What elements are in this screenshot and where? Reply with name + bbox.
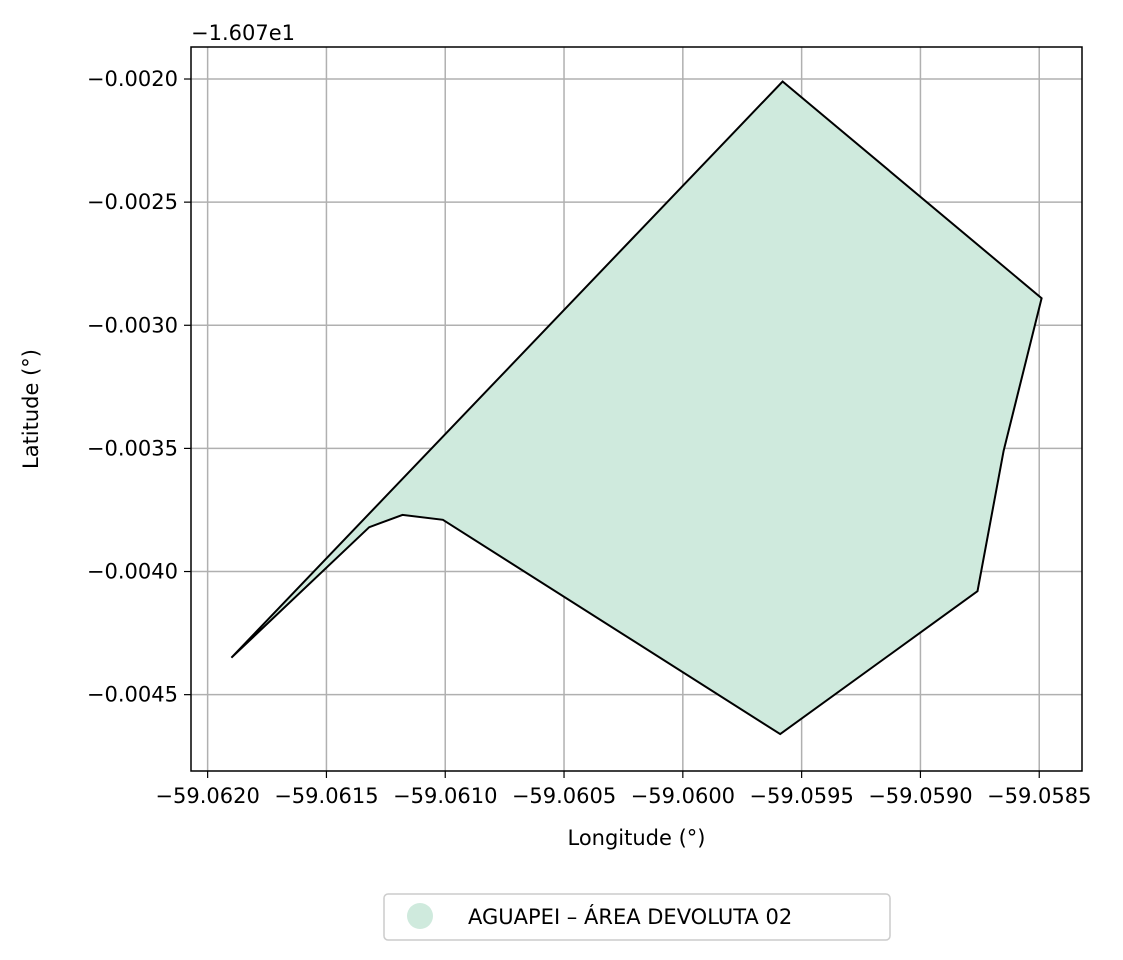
y-tick-labels: −0.0020 −0.0025 −0.0030 −0.0035 −0.0040 −0.00… <box>87 67 178 707</box>
x-tick-label: −59.0620 <box>155 784 259 808</box>
legend-entry-label: AGUAPEI – ÁREA DEVOLUTA 02 <box>468 904 792 929</box>
x-tick-label: −59.0605 <box>512 784 616 808</box>
legend: AGUAPEI – ÁREA DEVOLUTA 02 <box>383 893 891 941</box>
x-tick-label: −59.0610 <box>393 784 497 808</box>
tick-marks <box>184 78 1040 778</box>
plot-frame <box>190 46 1083 772</box>
legend-box <box>383 893 891 941</box>
x-tick-label: −59.0585 <box>987 784 1091 808</box>
polygon-area <box>230 80 1043 736</box>
legend-marker <box>407 903 433 929</box>
y-axis-label: Latitude (°) <box>19 349 43 469</box>
y-tick-label: −0.0035 <box>87 436 178 460</box>
series-layer <box>230 80 1043 736</box>
x-tick-label: −59.0590 <box>868 784 972 808</box>
y-tick-label: −0.0040 <box>87 560 178 584</box>
y-tick-label: −0.0045 <box>87 683 178 707</box>
x-tick-label: −59.0600 <box>631 784 735 808</box>
x-axis-label: Longitude (°) <box>567 826 705 850</box>
y-offset-text: −1.607e1 <box>191 21 295 45</box>
y-tick-label: −0.0025 <box>87 190 178 214</box>
y-tick-label: −0.0020 <box>87 67 178 91</box>
x-tick-label: −59.0615 <box>274 784 378 808</box>
y-tick-label: −0.0030 <box>87 313 178 337</box>
x-tick-labels: −59.0620 −59.0615 −59.0610 −59.0605 −59.0600… <box>155 784 1091 808</box>
x-tick-label: −59.0595 <box>749 784 853 808</box>
